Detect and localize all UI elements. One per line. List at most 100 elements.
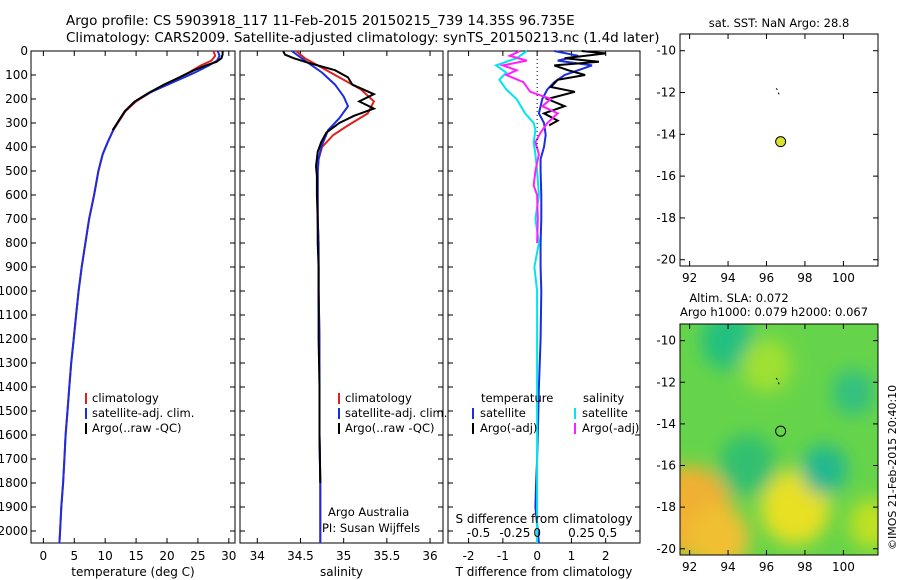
depth-tick-label: 600 — [5, 188, 28, 202]
sla-map-subtitle: Argo h1000: 0.079 h2000: 0.067 — [680, 305, 868, 319]
temperature-legend-label: satellite-adj. clim. — [92, 406, 194, 420]
diff-legend-label-salinity: Argo(-adj) — [582, 421, 639, 435]
sla_map-ytick-label: -20 — [656, 542, 676, 556]
sla-heatmap-cell — [849, 498, 878, 549]
depth-tick-label: 1400 — [0, 380, 28, 394]
sst_map-xtick-label: 92 — [682, 271, 697, 285]
annotation-argo-australia: Argo Australia — [328, 505, 409, 519]
salinity-frame — [239, 50, 444, 544]
top-scale-label: 0.25 — [568, 526, 595, 540]
sst_map-ytick-label: -10 — [656, 44, 676, 58]
top-scale-label: 0 — [533, 526, 541, 540]
temperature-xlabel: temperature (deg C) — [71, 565, 194, 579]
sst_map-track — [775, 87, 782, 98]
temperature-series-line — [58, 50, 221, 544]
sst_map-xtick-label: 96 — [759, 271, 774, 285]
depth-tick-label: 0 — [20, 44, 28, 58]
depth-tick-label: 1900 — [0, 500, 28, 514]
sla_map-ytick-label: -16 — [656, 459, 676, 473]
sla_map-ytick-label: -12 — [656, 375, 676, 389]
sst-map-panel: 92 94 96 98 100 -10 -12 -14 -16 -18 -20 sat. SST: N… — [656, 16, 879, 285]
sst_map-ytick-label: -16 — [656, 169, 676, 183]
sla_map-ytick-label: -10 — [656, 334, 676, 348]
sla_map-frame — [679, 323, 879, 556]
difference-xtick-label: 2 — [602, 549, 610, 563]
sst_map-xtick-label: 94 — [720, 271, 735, 285]
diff-legend-label-temperature: temperature — [481, 391, 553, 405]
sla-heatmap-cell — [831, 369, 875, 416]
sla-heatmap-cell — [741, 338, 792, 393]
difference-xlabel: T difference from climatology — [455, 565, 633, 579]
depth-tick-label: 1100 — [0, 308, 28, 322]
temperature-xtick-label: 20 — [159, 549, 174, 563]
temperature-legend-label: Argo(..raw -QC) — [92, 421, 182, 435]
sst_map-ytick-label: -12 — [656, 86, 676, 100]
depth-tick-label: 1700 — [0, 452, 28, 466]
salinity-series-line — [295, 50, 376, 543]
diff-legend-label-salinity: salinity — [583, 391, 624, 405]
temperature-xtick-label: 5 — [70, 549, 78, 563]
sla_map-xtick-label: 92 — [682, 560, 697, 574]
sla_map-xtick-label: 98 — [797, 560, 812, 574]
temperature-frame — [30, 50, 236, 544]
salinity-xlabel: salinity — [320, 565, 363, 579]
salinity-legend-label: Argo(..raw -QC) — [345, 421, 435, 435]
salinity-xtick-label: 34 — [250, 549, 265, 563]
sst_map-ytick-label: -14 — [656, 127, 676, 141]
depth-tick-label: 1800 — [0, 476, 28, 490]
difference-xtick-label: -2 — [463, 549, 475, 563]
difference-series-line — [493, 50, 540, 543]
credit-text: ©IMOS 21-Feb-2015 20:40:10 — [886, 385, 899, 550]
temperature-xtick-label: 15 — [128, 549, 143, 563]
temperature-series-line — [58, 50, 217, 544]
depth-tick-label: 100 — [5, 68, 28, 82]
temperature-xtick-label: 30 — [221, 549, 236, 563]
sla-heatmap-blobs — [680, 324, 878, 555]
header-line-1: Argo profile: CS 5903918_117 11-Feb-2015… — [66, 13, 575, 29]
depth-tick-label: 200 — [5, 92, 28, 106]
depth-tick-label: 500 — [5, 164, 28, 178]
sst_map-ytick-label: -18 — [656, 211, 676, 225]
sla-heatmap-cell — [687, 505, 750, 555]
sla-heatmap-cell — [718, 434, 777, 497]
difference-series-line — [534, 50, 593, 544]
salinity-legend-label: satellite-adj. clim. — [345, 406, 447, 420]
depth-tick-label: 1200 — [0, 332, 28, 346]
difference-xtick-label: 0 — [533, 549, 541, 563]
diff-legend-label-salinity: satellite — [582, 406, 628, 420]
sst-map-title: sat. SST: NaN Argo: 28.8 — [709, 16, 850, 30]
sst_map-xtick-label: 100 — [832, 271, 855, 285]
header-line-2: Climatology: CARS2009. Satellite-adjuste… — [66, 30, 659, 46]
salinity-panel: 34 34.5 35 35.5 36 salinity climatologysatelli… — [239, 50, 447, 579]
temperature-series-line — [111, 51, 224, 131]
diff-legend-label-temperature: satellite — [480, 406, 526, 420]
depth-tick-label: 800 — [5, 236, 28, 250]
sst_map-frame — [679, 33, 879, 267]
difference-series-line — [499, 50, 560, 244]
salinity-legend-label: climatology — [345, 391, 412, 405]
top-scale-label: -0.25 — [499, 526, 530, 540]
salinity-xtick-label: 35 — [336, 549, 351, 563]
sla_map-profile-marker — [775, 425, 787, 437]
depth-tick-label: 1300 — [0, 356, 28, 370]
sla-map-panel: 92 94 96 98 100 -10 -12 -14 -16 -18 -20 Altim. SLA:… — [656, 291, 879, 574]
temperature-xtick-label: 0 — [40, 549, 48, 563]
temperature-xtick-label: 10 — [98, 549, 113, 563]
top-scale-label: -0.5 — [467, 526, 490, 540]
sla_map-track — [775, 377, 782, 387]
sla_map-xtick-label: 94 — [720, 560, 735, 574]
depth-tick-label: 700 — [5, 212, 28, 226]
sla-map-title: Altim. SLA: 0.072 — [689, 291, 788, 305]
temperature-legend-label: climatology — [92, 391, 159, 405]
depth-tick-label: 300 — [5, 116, 28, 130]
sla_map-xtick-label: 100 — [832, 560, 855, 574]
difference-xtick-label: 1 — [568, 549, 576, 563]
salinity-xtick-label: 34.5 — [287, 549, 314, 563]
sst_map-xtick-label: 98 — [797, 271, 812, 285]
salinity-xtick-label: 35.5 — [373, 549, 400, 563]
depth-tick-label: 1600 — [0, 428, 28, 442]
sla-heatmap-cell — [801, 444, 848, 495]
difference-frame — [447, 50, 641, 544]
sst_map-ytick-label: -20 — [656, 253, 676, 267]
